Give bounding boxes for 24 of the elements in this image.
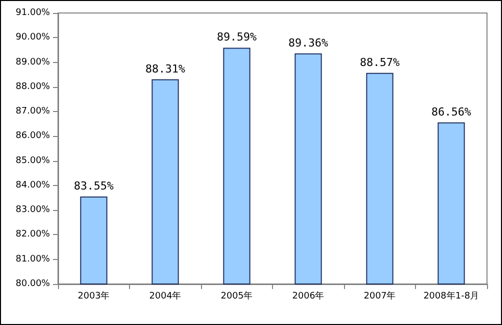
y-tick-label: 81.00%	[16, 254, 50, 264]
y-tick-label: 87.00%	[16, 106, 50, 117]
x-tick-label: 2008年1-8月	[423, 290, 480, 302]
x-tick-label: 2005年	[220, 290, 253, 302]
x-tick-label: 2006年	[292, 290, 324, 302]
y-tick-label: 85.00%	[16, 156, 50, 166]
y-tick-label: 91.00%	[16, 8, 50, 18]
x-tick-label: 2004年	[149, 290, 182, 302]
data-label: 88.57%	[360, 56, 400, 69]
y-tick-label: 84.00%	[16, 180, 50, 190]
data-label: 89.59%	[216, 30, 257, 44]
y-tick-label: 83.00%	[16, 205, 50, 216]
y-tick-label: 89.00%	[16, 57, 50, 68]
data-label: 89.36%	[288, 36, 328, 50]
y-tick-label: 88.00%	[16, 82, 50, 92]
x-tick-label: 2003年	[78, 290, 110, 302]
data-label: 88.31%	[145, 62, 186, 76]
data-label: 83.55%	[74, 180, 114, 193]
y-tick-label: 86.00%	[16, 131, 50, 142]
x-tick-label: 2007年	[364, 290, 396, 302]
y-tick-label: 80.00%	[16, 279, 50, 289]
y-tick-label: 82.00%	[16, 230, 50, 240]
y-tick-label: 90.00%	[16, 32, 50, 43]
data-label: 86.56%	[431, 105, 472, 118]
